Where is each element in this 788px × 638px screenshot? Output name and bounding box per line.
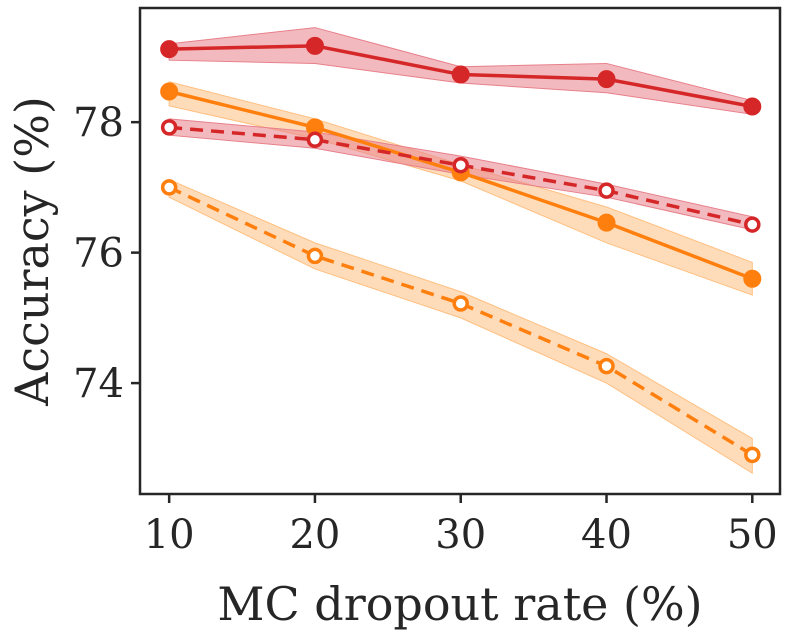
x-tick-label-30: 30 [435, 512, 486, 558]
confidence-bands [168, 27, 753, 475]
orange-dashed-line [168, 185, 754, 457]
orange-dashed-band [168, 178, 753, 475]
orange-dashed-point-40 [598, 357, 615, 375]
orange-dashed-point-50 [744, 446, 761, 464]
red-dashed-point-40 [598, 182, 615, 199]
y-tick-label-74: 74 [73, 361, 124, 407]
red-dashed-point-50 [744, 216, 761, 233]
red-dashed-point-20 [306, 131, 324, 149]
x-axis-label: MC dropout rate (%) [217, 577, 702, 631]
red-solid-point-50 [743, 97, 762, 116]
red-solid-point-40 [597, 70, 616, 89]
series-markers [160, 36, 762, 464]
x-axis-ticks: 10 20 30 40 50 [144, 494, 778, 558]
orange-dashed-point-30 [452, 295, 469, 312]
orange-dashed-point-10 [160, 179, 178, 196]
orange-solid-point-50 [743, 269, 762, 288]
x-tick-label-40: 40 [581, 512, 632, 558]
red-dashed-point-30 [452, 156, 469, 174]
x-tick-label-50: 50 [727, 512, 778, 558]
y-tick-label-78: 78 [73, 100, 124, 146]
x-tick-label-20: 20 [289, 512, 340, 558]
red-solid-point-10 [160, 40, 179, 59]
y-axis-label: Accuracy (%) [5, 96, 59, 407]
x-tick-label-10: 10 [144, 512, 195, 558]
orange-solid-point-40 [597, 213, 616, 232]
orange-solid-point-10 [160, 82, 179, 101]
y-axis-ticks: 74 76 78 [73, 100, 140, 407]
red-solid-point-30 [451, 65, 470, 84]
red-dashed-point-10 [160, 119, 178, 136]
orange-dashed-point-20 [306, 247, 324, 265]
y-tick-label-76: 76 [73, 231, 124, 277]
red-solid-point-20 [305, 36, 324, 55]
